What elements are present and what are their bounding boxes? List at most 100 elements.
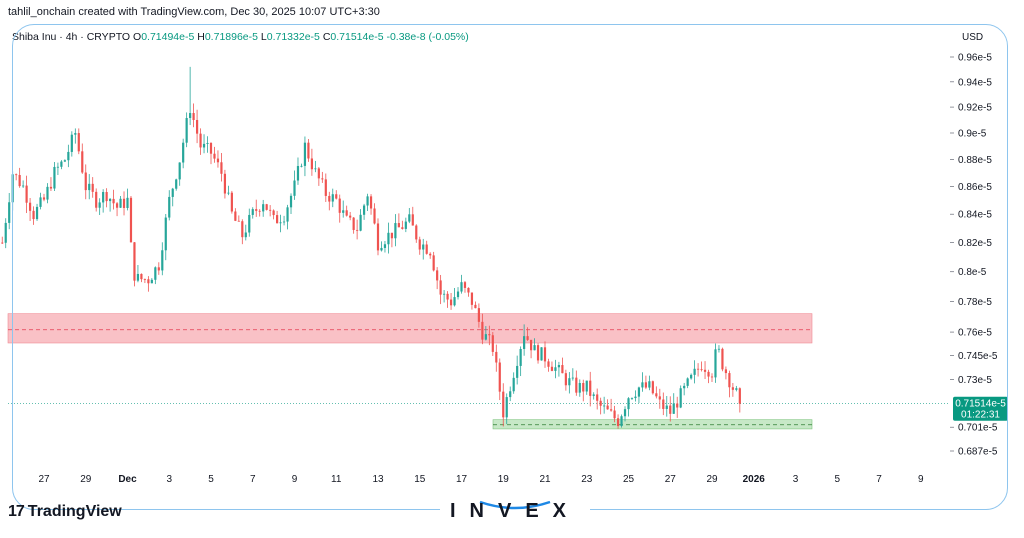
candle <box>46 183 49 204</box>
candle <box>707 369 710 384</box>
candle-body <box>610 409 613 411</box>
candle <box>230 190 233 214</box>
time-tick-label: 5 <box>208 474 214 485</box>
candle-body <box>582 382 585 392</box>
candle-body <box>11 174 14 203</box>
candle <box>613 405 616 423</box>
candle <box>488 325 491 346</box>
candle-body <box>564 373 567 386</box>
candle <box>592 392 595 400</box>
candle-body <box>182 142 185 163</box>
open-label: O <box>133 31 142 43</box>
candle-body <box>126 197 129 208</box>
candle <box>98 198 101 216</box>
candle <box>550 361 554 372</box>
candle-body <box>314 168 317 170</box>
ohlc-legend: Shiba Inu · 4h · CRYPTO O0.71494e-5 H0.7… <box>12 31 469 43</box>
candle <box>335 190 338 200</box>
candle-body <box>122 198 126 208</box>
candle-body <box>293 180 296 196</box>
candle <box>425 240 428 255</box>
candle <box>359 209 362 232</box>
candle-body <box>554 367 557 371</box>
close-label: C <box>322 31 331 43</box>
candle-body <box>105 192 108 202</box>
candle <box>606 399 609 410</box>
candle-body <box>481 321 484 340</box>
candle-body <box>707 371 710 377</box>
candle <box>648 375 651 391</box>
candle <box>717 345 721 353</box>
time-tick-label: 27 <box>38 474 50 485</box>
candle-body <box>18 174 21 187</box>
candle-body <box>630 398 634 399</box>
candle-body <box>150 279 153 284</box>
candle-body <box>603 405 606 407</box>
candle-body <box>710 376 714 378</box>
candle-body <box>206 142 209 144</box>
candle <box>150 278 153 284</box>
price-badge-layer: 0.71514e-501:22:31 <box>953 396 1008 421</box>
candle-body <box>15 174 18 176</box>
candle <box>693 360 696 384</box>
candle-body <box>443 293 446 295</box>
candle-body <box>415 225 418 240</box>
candle <box>578 379 581 397</box>
candle-body <box>356 229 359 231</box>
candle <box>516 355 519 385</box>
low-value: 0.71332e-5 <box>266 31 320 43</box>
candle <box>213 146 216 163</box>
tradingview-logo[interactable]: 17 TradingView <box>8 503 122 521</box>
candle-body <box>634 396 637 399</box>
candle-body <box>397 223 400 228</box>
candle <box>189 66 192 126</box>
candle-body <box>289 195 293 208</box>
candle <box>585 380 588 395</box>
time-tick-label: Dec <box>118 474 137 485</box>
candle <box>18 167 21 188</box>
price-tick-label: 0.86e-5 <box>958 182 992 193</box>
candle-body <box>390 232 394 239</box>
candle-body <box>67 151 70 161</box>
price-tick-label: 0.94e-5 <box>958 77 992 88</box>
candle <box>248 208 251 237</box>
candle-body <box>655 393 658 397</box>
candle-body <box>418 239 421 250</box>
candle <box>523 324 526 356</box>
candle-body <box>359 214 362 231</box>
candle-body <box>220 162 223 174</box>
candle <box>547 358 550 372</box>
candle <box>345 205 348 217</box>
time-tick-label: 29 <box>80 474 92 485</box>
candle <box>498 358 501 401</box>
candle-body <box>133 242 136 281</box>
candle-body <box>77 133 80 152</box>
candle <box>216 150 220 168</box>
candle-body <box>606 405 609 410</box>
candle <box>265 203 268 211</box>
candle <box>481 313 484 345</box>
price-tick-label: 0.76e-5 <box>958 328 992 339</box>
candle-body <box>724 369 728 374</box>
candle-body <box>484 334 487 340</box>
candle <box>603 396 606 414</box>
symbol-name[interactable]: Shiba Inu · 4h · CRYPTO <box>12 31 131 43</box>
candle <box>175 178 178 191</box>
candle <box>178 162 181 186</box>
candle <box>286 204 289 230</box>
candle-body <box>258 210 261 212</box>
last-price-badge <box>953 396 1008 421</box>
candle-body <box>213 153 216 159</box>
candle <box>599 397 602 415</box>
candle <box>35 203 39 221</box>
candle-body <box>276 215 279 224</box>
candle <box>317 167 320 186</box>
candle <box>276 210 279 224</box>
candle <box>373 203 376 225</box>
candle <box>272 209 275 220</box>
candle <box>258 209 261 217</box>
currency-label[interactable]: USD <box>962 32 984 43</box>
candle <box>575 370 578 396</box>
candle-body <box>613 410 616 419</box>
